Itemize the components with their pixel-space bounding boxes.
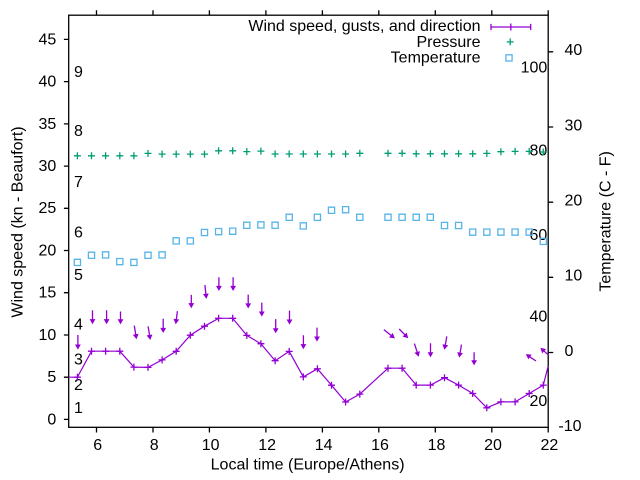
svg-text:14: 14 (315, 437, 333, 454)
svg-text:0: 0 (565, 343, 574, 360)
svg-text:Local time (Europe/Athens): Local time (Europe/Athens) (211, 456, 405, 473)
svg-text:35: 35 (39, 116, 57, 133)
svg-text:10: 10 (565, 268, 583, 285)
svg-text:10: 10 (39, 327, 57, 344)
svg-text:Wind speed, gusts, and directi: Wind speed, gusts, and direction (248, 18, 480, 35)
svg-text:20: 20 (530, 393, 548, 410)
svg-text:45: 45 (39, 31, 57, 48)
svg-text:20: 20 (565, 193, 583, 210)
svg-text:12: 12 (258, 437, 276, 454)
svg-text:8: 8 (150, 437, 159, 454)
svg-text:Temperature: Temperature (391, 50, 481, 67)
svg-text:5: 5 (74, 267, 83, 284)
svg-text:40: 40 (39, 74, 57, 91)
svg-text:9: 9 (74, 64, 83, 81)
svg-text:Wind speed (kn - Beaufort): Wind speed (kn - Beaufort) (9, 126, 26, 317)
svg-text:40: 40 (565, 42, 583, 59)
svg-text:6: 6 (93, 437, 102, 454)
svg-text:Temperature (C - F): Temperature (C - F) (597, 151, 614, 291)
svg-text:-10: -10 (558, 418, 581, 435)
svg-text:15: 15 (39, 285, 57, 302)
svg-text:2: 2 (74, 377, 83, 394)
svg-text:10: 10 (202, 437, 220, 454)
svg-text:20: 20 (484, 437, 502, 454)
svg-text:40: 40 (530, 309, 548, 326)
svg-text:3: 3 (74, 351, 83, 368)
svg-text:4: 4 (74, 316, 83, 333)
svg-text:30: 30 (39, 158, 57, 175)
svg-text:25: 25 (39, 200, 57, 217)
svg-text:1: 1 (74, 400, 83, 417)
svg-text:0: 0 (47, 411, 56, 428)
svg-text:6: 6 (74, 224, 83, 241)
svg-text:18: 18 (428, 437, 446, 454)
svg-text:30: 30 (565, 117, 583, 134)
svg-text:100: 100 (521, 60, 548, 77)
svg-text:8: 8 (74, 123, 83, 140)
svg-text:22: 22 (541, 437, 559, 454)
svg-text:16: 16 (371, 437, 389, 454)
svg-text:Pressure: Pressure (416, 34, 480, 51)
svg-text:20: 20 (39, 242, 57, 259)
svg-text:5: 5 (47, 369, 56, 386)
svg-text:7: 7 (74, 174, 83, 191)
svg-text:60: 60 (530, 227, 548, 244)
